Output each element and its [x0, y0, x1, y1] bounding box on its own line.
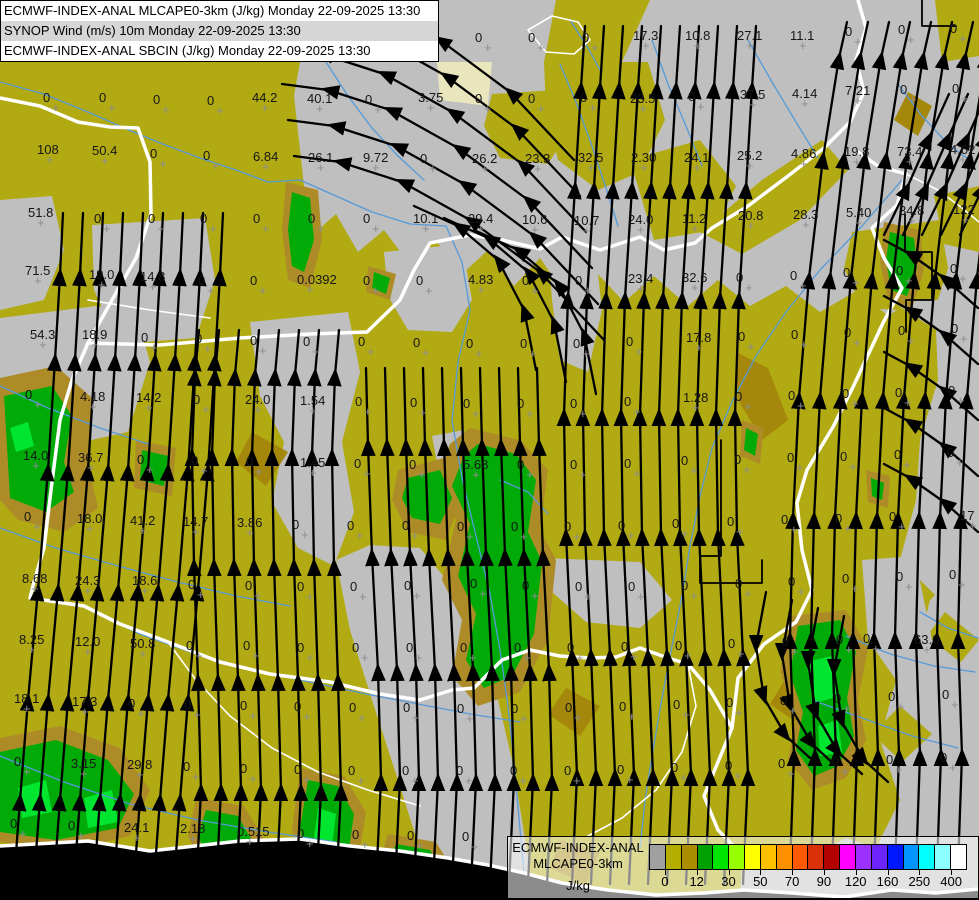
river-line: [569, 19, 601, 71]
wind-streamline: [826, 614, 890, 784]
wind-streamline: [950, 50, 979, 870]
wind-streamline: [224, 328, 249, 894]
wind-streamline: [264, 328, 289, 894]
wind-streamline: [304, 328, 329, 894]
legend-tick-mark: [728, 870, 730, 875]
wind-streamline: [472, 228, 598, 396]
title-line-sbcin: ECMWF-INDEX-ANAL SBCIN (J/kg) Monday 22-…: [1, 41, 438, 61]
legend-tick-label: 250: [908, 874, 931, 889]
legend-tick-mark: [792, 870, 794, 875]
legend-swatch: [729, 845, 746, 869]
legend-swatch: [665, 845, 682, 869]
legend-swatch: [935, 845, 952, 869]
map-title-box: ECMWF-INDEX-ANAL MLCAPE0-3km (J/kg) Mond…: [0, 0, 439, 62]
map-area-green: [288, 192, 314, 272]
wind-streamline: [958, 131, 979, 237]
legend-unit-label: J/kg: [566, 878, 590, 893]
legend-tick-mark: [951, 870, 953, 875]
legend-swatch: [792, 845, 809, 869]
legend-swatch: [840, 845, 856, 869]
wind-streamline: [882, 238, 979, 310]
color-legend: ECMWF-INDEX-ANAL MLCAPE0-3km J/kg 0 12 30 5…: [507, 836, 979, 899]
border-line: [527, 15, 591, 55]
wind-streamline: [184, 328, 209, 894]
wind-streamline: [417, 366, 446, 886]
legend-tick-label: 70: [784, 874, 800, 889]
title-line-mlcape: ECMWF-INDEX-ANAL MLCAPE0-3km (J/kg) Mond…: [1, 1, 438, 21]
legend-swatch: [760, 845, 777, 869]
wind-streamline: [882, 406, 979, 478]
legend-colorbar: [649, 844, 967, 870]
map-area-green: [140, 450, 168, 486]
legend-swatch: [951, 845, 966, 869]
wind-streamline: [324, 328, 349, 894]
legend-tick-label: 90: [816, 874, 832, 889]
wind-streamline: [882, 462, 979, 534]
legend-tick-mark: [760, 870, 762, 875]
legend-swatch: [903, 845, 920, 869]
wind-streamline: [244, 328, 269, 894]
legend-tick-label: 400: [940, 874, 962, 889]
legend-swatch: [919, 845, 936, 869]
wind-streamline: [379, 366, 408, 886]
legend-tick-label: 30: [721, 874, 736, 889]
legend-tick-label: 50: [753, 874, 768, 889]
legend-tick-mark: [855, 870, 857, 875]
legend-tick-label: 120: [844, 874, 867, 889]
map-area-gray: [437, 0, 979, 64]
legend-swatch: [745, 845, 761, 869]
legend-swatch: [871, 845, 888, 869]
wind-streamline: [882, 350, 979, 422]
legend-swatch: [713, 845, 730, 869]
wind-streamline: [436, 366, 465, 886]
legend-swatch: [887, 845, 904, 869]
legend-swatch: [855, 845, 872, 869]
wind-streamline: [204, 328, 229, 894]
map-area-olive: [935, 0, 979, 62]
wind-streamline: [474, 366, 503, 886]
legend-text-block: ECMWF-INDEX-ANAL MLCAPE0-3km J/kg: [508, 840, 648, 894]
contour-line: [921, 0, 957, 27]
legend-tick-label: 160: [876, 874, 899, 889]
legend-swatch: [697, 845, 714, 869]
legend-model-label: ECMWF-INDEX-ANAL: [512, 840, 644, 855]
legend-swatch: [681, 845, 698, 869]
legend-swatch: [808, 845, 825, 869]
wind-streamlines-layer: [11, 0, 979, 894]
legend-tick-label: 12: [689, 874, 704, 889]
map-area-black: [0, 839, 979, 900]
legend-tick-mark: [887, 870, 889, 875]
wind-streamline: [882, 294, 979, 366]
wind-streamline: [493, 366, 522, 886]
map-area-pale: [437, 62, 492, 106]
legend-tick-mark: [696, 870, 698, 875]
legend-parameter-label: MLCAPE0-3km: [533, 856, 623, 871]
legend-swatch: [824, 845, 841, 869]
legend-tick-mark: [664, 870, 666, 875]
wind-streamline: [512, 366, 541, 886]
wind-streamline: [360, 366, 389, 886]
wind-streamline: [727, 24, 759, 886]
map-area-olive: [544, 0, 650, 62]
wind-streamline: [398, 366, 427, 886]
legend-swatch: [776, 845, 793, 869]
wind-streamline: [284, 328, 309, 894]
wind-streamline: [531, 366, 560, 886]
legend-tick-label: 0: [661, 874, 669, 889]
legend-tick-mark: [823, 870, 825, 875]
wind-streamline: [455, 366, 484, 886]
legend-tick-mark: [919, 870, 921, 875]
title-line-synop-wind: SYNOP Wind (m/s) 10m Monday 22-09-2025 1…: [1, 21, 438, 41]
legend-swatch: [650, 845, 666, 869]
